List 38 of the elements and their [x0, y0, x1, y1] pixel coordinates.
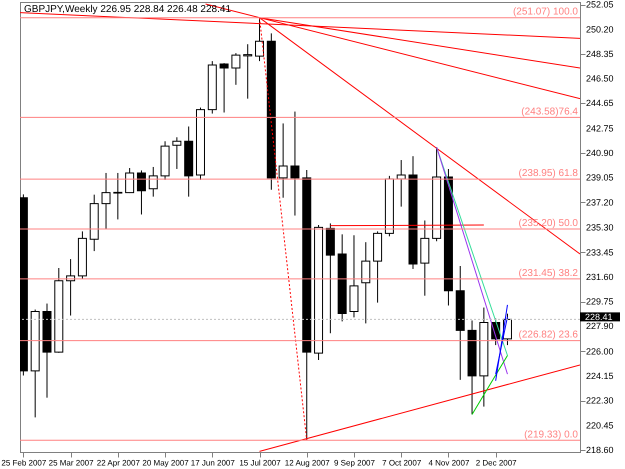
y-tick-label: 237.20 [586, 197, 614, 208]
ref-line-label: (231.45) 38.2 [518, 268, 578, 279]
y-tick-label: 248.35 [586, 48, 614, 59]
x-tick-label: 22 Apr 2007 [96, 458, 140, 468]
y-tick-label: 244.65 [586, 98, 614, 108]
y-tick-label: 222.30 [586, 396, 614, 406]
y-tick-label: 252.05 [586, 0, 614, 10]
ref-line-label: (219.33) 0.0 [524, 429, 578, 440]
x-tick-label: 9 Sep 2007 [334, 458, 376, 468]
y-tick-label: 239.05 [586, 172, 614, 183]
x-tick-label: 2 Dec 2007 [476, 458, 518, 468]
y-tick-label: 231.60 [586, 272, 614, 282]
x-tick-label: 20 May 2007 [142, 458, 190, 468]
y-tick-label: 227.90 [586, 321, 614, 332]
x-tick-label: 7 Oct 2007 [382, 458, 422, 468]
x-tick-label: 17 Jun 2007 [190, 458, 236, 468]
ref-line-label: (251.07) 100.0 [512, 6, 578, 18]
y-tick-label: 250.20 [586, 24, 614, 34]
x-tick-label: 25 Feb 2007 [1, 458, 47, 468]
y-tick-label: 229.75 [586, 296, 614, 307]
x-tick-label: 15 Jul 2007 [239, 458, 282, 468]
x-tick-label: 4 Nov 2007 [428, 458, 470, 468]
x-tick-label: 25 Mar 2007 [48, 458, 94, 468]
y-tick-label: 235.30 [586, 222, 614, 233]
y-tick-label: 233.45 [586, 247, 614, 258]
y-tick-label: 242.75 [586, 123, 614, 134]
ref-line-label: (226.82) 23.6 [518, 330, 578, 341]
ref-line-label: 228.41 [585, 312, 613, 322]
y-tick-label: 226.00 [586, 346, 614, 356]
y-tick-label: 246.50 [586, 74, 614, 84]
y-tick-label: 240.90 [586, 148, 614, 158]
y-tick-label: 220.45 [586, 420, 614, 430]
y-tick-label: 224.15 [586, 371, 614, 382]
chart-title: GBPJPY,Weekly 226.95 228.84 226.48 228.41 [24, 4, 232, 15]
y-tick-label: 218.60 [586, 445, 614, 456]
ref-line-label: (243.58)76.4 [521, 106, 578, 118]
ref-line-label: (238.95) 61.8 [518, 168, 578, 180]
x-tick-label: 12 Aug 2007 [284, 458, 330, 468]
